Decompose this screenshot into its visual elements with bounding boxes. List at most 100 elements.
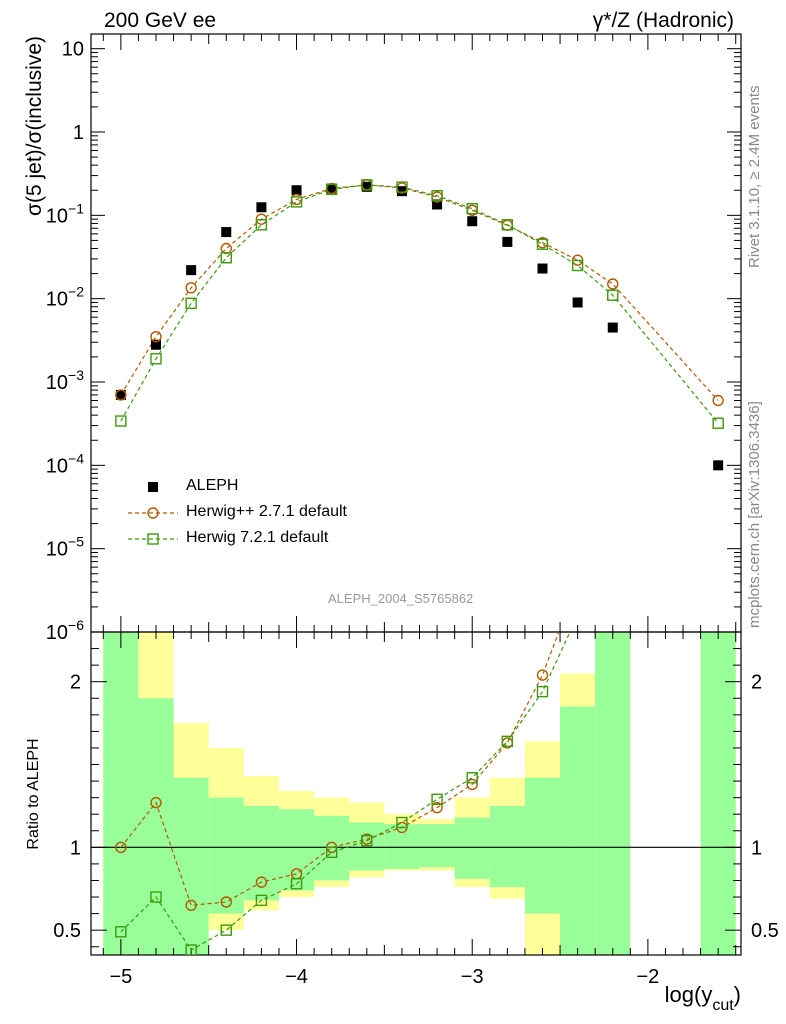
main-point-data	[432, 199, 443, 210]
ratio-point-herwig7	[431, 793, 443, 805]
main-point-data	[151, 339, 161, 350]
main-point-herwig7	[607, 289, 619, 301]
main-point-herwig7	[185, 297, 197, 309]
main-point-herwig7	[361, 179, 373, 191]
main-y-tick-label: 10−6	[46, 617, 84, 644]
ratio-y-tick-label-right: 2	[751, 672, 762, 694]
ratio-x-tick-label: −2	[636, 966, 659, 988]
main-point-data	[572, 297, 583, 308]
main-point-herwig7	[255, 219, 268, 231]
ratio-band-inner	[560, 706, 596, 955]
main-point-data	[467, 216, 478, 227]
ratio-band-inner	[349, 822, 385, 871]
main-point-herwig7	[466, 203, 478, 215]
legend-marker-herwigpp	[147, 507, 159, 519]
legend-label-herwig7: Herwig 7.2.1 default	[186, 529, 329, 546]
main-series-line-herwigpp	[120, 184, 719, 401]
main-point-data	[115, 389, 126, 400]
main-point-data	[326, 183, 337, 194]
ratio-point-herwigpp	[220, 896, 232, 908]
ratio-point-herwig7	[536, 685, 549, 698]
main-point-herwigpp	[150, 330, 162, 343]
main-point-herwig7	[325, 183, 338, 196]
ratio-point-herwig7	[501, 735, 514, 748]
main-point-data	[186, 265, 197, 276]
ratio-band-inner	[454, 817, 490, 879]
main-point-herwig7	[115, 415, 127, 427]
ratio-point-herwig7	[325, 846, 338, 859]
main-point-data	[607, 322, 618, 333]
main-point-data	[221, 227, 232, 238]
main-series-line-herwig7	[120, 184, 719, 424]
ratio-band-inner	[384, 824, 420, 869]
main-point-herwigpp	[185, 282, 197, 294]
ratio-point-herwig7	[466, 772, 478, 784]
ratio-point-herwigpp	[536, 669, 549, 681]
main-point-data	[502, 236, 513, 247]
ratio-y-tick-label: 1	[70, 837, 81, 859]
ratio-point-herwig7	[290, 878, 303, 890]
legend-label-aleph: ALEPH	[186, 477, 239, 494]
ratio-y-tick-label-right: 1	[751, 837, 762, 859]
main-point-data	[361, 181, 372, 192]
ratio-band-inner	[103, 632, 139, 955]
main-panel: 10 1 10−1 10−2 10−3 10−4 10−5 10−6 σ(5 jet)/σ(in…	[23, 33, 742, 644]
main-point-data	[396, 186, 407, 197]
main-y-tick-label: 10−3	[46, 367, 84, 394]
main-y-tick-label: 1	[73, 122, 84, 144]
ratio-point-herwigpp	[255, 876, 268, 888]
ratio-point-herwigpp	[431, 801, 443, 814]
main-point-herwig7	[150, 353, 162, 365]
ratio-point-herwig7	[220, 924, 232, 936]
ratio-band-inner	[700, 632, 736, 955]
ratio-series-line-herwig7	[120, 632, 571, 951]
main-point-data	[537, 263, 548, 274]
ratio-series-group	[115, 632, 571, 955]
ratio-x-tick-label: −5	[109, 966, 132, 988]
ratio-point-herwig7	[396, 816, 408, 829]
legend-marker-herwig7	[147, 533, 159, 545]
mcplots-credit-label: mcplots.cern.ch [arXiv:1306.3436]	[746, 401, 763, 628]
ratio-band-inner	[314, 815, 350, 881]
ratio-y-tick-label: 0.5	[53, 920, 81, 942]
ratio-frame	[90, 631, 742, 956]
ratio-point-herwigpp	[466, 778, 478, 791]
ratio-y-axis-label: Ratio to ALEPH	[25, 738, 42, 849]
ratio-band-inner	[278, 809, 315, 891]
main-point-herwig7	[431, 190, 443, 202]
main-y-tick-label: 10	[62, 39, 84, 61]
ratio-band-inner	[243, 805, 279, 901]
main-point-herwig7	[396, 181, 408, 193]
main-point-herwigpp	[115, 389, 127, 401]
main-point-herwig7	[501, 219, 514, 231]
rivet-version-label: Rivet 3.1.10, ≥ 2.4M events	[746, 85, 763, 269]
ratio-series-line-herwigpp	[120, 632, 560, 906]
main-point-data	[291, 185, 302, 196]
ratio-point-herwig7	[185, 944, 197, 955]
legend-marker-data	[148, 482, 158, 492]
ratio-band-inner	[138, 698, 174, 955]
main-point-herwig7	[712, 417, 724, 429]
legend-label-herwigpp: Herwig++ 2.7.1 default	[186, 503, 347, 520]
main-y-tick-label: 10−1	[46, 200, 84, 227]
ratio-uncertainty-bands	[103, 632, 736, 955]
main-point-data	[256, 202, 267, 213]
main-point-herwig7	[290, 196, 303, 208]
main-point-data	[713, 460, 724, 471]
ratio-panel: −5 −4 −3 −2 0.5 0.5 1 1 2 2 Ratio to ALEPH log(ycut…	[25, 631, 779, 1014]
ratio-band-inner	[489, 805, 525, 888]
plot-header-right: γ*/Z (Hadronic)	[592, 9, 734, 32]
main-point-herwigpp	[607, 278, 619, 290]
ratio-point-herwigpp	[185, 899, 197, 912]
main-point-herwigpp	[712, 394, 724, 407]
ratio-band-inner	[173, 777, 209, 955]
ratio-point-herwig7	[115, 926, 127, 938]
ratio-y-tick-label: 2	[70, 672, 81, 694]
ratio-band-inner	[595, 632, 631, 955]
main-y-tick-label: 10−2	[46, 284, 84, 311]
ratio-band-inner	[524, 777, 561, 914]
ratio-x-tick-label: −4	[285, 966, 308, 988]
main-y-axis-label: σ(5 jet)/σ(inclusive)	[23, 36, 46, 216]
main-y-tick-label: 10−4	[46, 450, 84, 477]
